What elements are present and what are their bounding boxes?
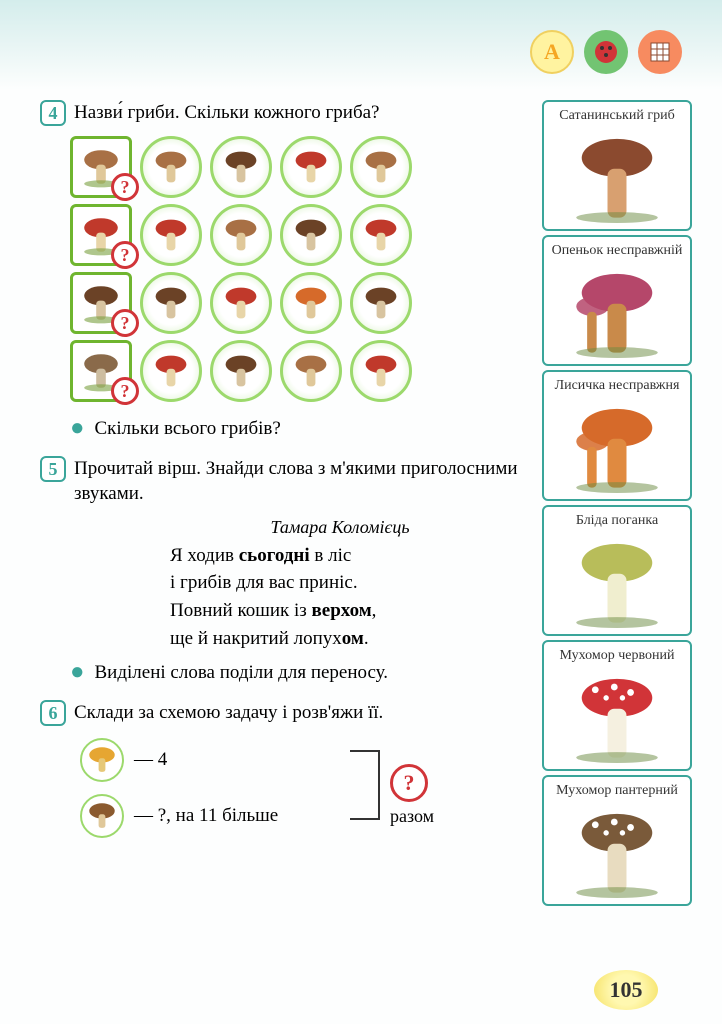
side-label-1: Опеньок несправжній (548, 243, 686, 259)
grid-cell-3-0 (140, 340, 202, 402)
scheme-v2: — ?, на 11 більше (134, 805, 278, 827)
poem-l1a: Я ходив (170, 545, 239, 566)
side-image-5 (548, 803, 686, 898)
task-6: 6 Склади за схемою задачу і розв'яжи її. (40, 700, 540, 726)
task-number-6: 6 (40, 700, 66, 726)
grid-cell-1-3 (350, 204, 412, 266)
side-label-2: Лисичка несправжня (548, 378, 686, 394)
side-image-3 (548, 533, 686, 628)
scheme-bracket (350, 750, 380, 820)
poem-l3-bold: верхом (312, 600, 372, 621)
poem-l2: і грибів для вас приніс. (170, 569, 540, 597)
poem-l3a: Повний кошик із (170, 600, 312, 621)
q-badge-3: ? (111, 377, 139, 405)
subject-icon-a: A (530, 30, 574, 74)
grid-cell-2-1 (210, 272, 272, 334)
mushroom-grid: ???? (70, 136, 540, 402)
side-image-1 (548, 263, 686, 358)
grid-cell-1-0 (140, 204, 202, 266)
page-number: 105 (594, 970, 658, 1010)
task-number-4: 4 (40, 100, 66, 126)
q-badge-2: ? (111, 309, 139, 337)
grid-cell-1-1 (210, 204, 272, 266)
grid-cell-0-3 (350, 136, 412, 198)
ref-cell-3: ? (70, 340, 132, 402)
poem-l4-bold: ом (342, 628, 364, 649)
poem-l1-bold: сьогодні (239, 545, 310, 566)
grid-row-3: ? (70, 340, 540, 402)
ref-cell-0: ? (70, 136, 132, 198)
side-card-2: Лисичка несправжня (542, 370, 692, 501)
grid-cell-3-2 (280, 340, 342, 402)
poem-l4c: . (364, 628, 369, 649)
side-image-4 (548, 668, 686, 763)
grid-row-2: ? (70, 272, 540, 334)
main-content: 4 Назви́ гриби. Скільки кожного гриба? ?… (40, 100, 540, 848)
grid-cell-0-1 (210, 136, 272, 198)
task-4: 4 Назви́ гриби. Скільки кожного гриба? (40, 100, 540, 126)
bullet-icon: ● (70, 660, 85, 684)
side-image-2 (548, 398, 686, 493)
scheme-mushroom-1 (80, 738, 124, 782)
subject-icon-c (638, 30, 682, 74)
side-label-5: Мухомор пантерний (548, 783, 686, 799)
side-card-1: Опеньок несправжній (542, 235, 692, 366)
bullet-icon: ● (70, 416, 85, 440)
grid-cell-1-2 (280, 204, 342, 266)
side-card-5: Мухомор пантерний (542, 775, 692, 906)
side-card-4: Мухомор червоний (542, 640, 692, 771)
q-badge-1: ? (111, 241, 139, 269)
subject-icon-b (584, 30, 628, 74)
side-card-0: Сатанинський гриб (542, 100, 692, 231)
task-5-sub-text: Виділені слова поділи для переносу. (95, 660, 541, 686)
mushroom-sidebar: Сатанинський гриб Опеньок несправжній Лиси… (542, 100, 692, 906)
grid-cell-3-3 (350, 340, 412, 402)
scheme-mushroom-2 (80, 794, 124, 838)
side-image-0 (548, 128, 686, 223)
poem-l3c: , (372, 600, 377, 621)
ref-cell-2: ? (70, 272, 132, 334)
grid-cell-2-0 (140, 272, 202, 334)
scheme-v1: — 4 (134, 749, 167, 771)
scheme-diagram: — 4 — ?, на 11 більше ? разом (80, 738, 540, 848)
grid-cell-0-0 (140, 136, 202, 198)
task-6-text: Склади за схемою задачу і розв'яжи її. (74, 700, 540, 726)
grid-row-1: ? (70, 204, 540, 266)
side-card-3: Бліда поганка (542, 505, 692, 636)
top-icons: A (530, 30, 682, 74)
side-label-4: Мухомор червоний (548, 648, 686, 664)
grid-row-0: ? (70, 136, 540, 198)
side-label-0: Сатанинський гриб (548, 108, 686, 124)
task-5-text: Прочитай вірш. Знайди слова з м'якими пр… (74, 456, 540, 507)
scheme-razom: разом (390, 806, 434, 827)
task-5: 5 Прочитай вірш. Знайди слова з м'якими … (40, 456, 540, 507)
task-4-sub-text: Скільки всього грибів? (95, 416, 541, 442)
scheme-row-1: — 4 (80, 738, 540, 782)
scheme-row-2: — ?, на 11 більше (80, 794, 540, 838)
task-4-sub: ● Скільки всього грибів? (70, 416, 540, 442)
poem-body: Я ходив сьогодні в ліс і грибів для вас … (170, 542, 540, 652)
scheme-question: ? (390, 764, 428, 802)
poem-l1c: в ліс (310, 545, 352, 566)
grid-cell-0-2 (280, 136, 342, 198)
poem-l4a: ще й накритий лопух (170, 628, 342, 649)
grid-cell-2-2 (280, 272, 342, 334)
side-label-3: Бліда поганка (548, 513, 686, 529)
grid-cell-2-3 (350, 272, 412, 334)
ref-cell-1: ? (70, 204, 132, 266)
grid-cell-3-1 (210, 340, 272, 402)
poem-author: Тамара Коломієць (140, 517, 540, 538)
q-badge-0: ? (111, 173, 139, 201)
task-5-sub: ● Виділені слова поділи для переносу. (70, 660, 540, 686)
task-number-5: 5 (40, 456, 66, 482)
task-4-text: Назви́ гриби. Скільки кожного гриба? (74, 100, 540, 126)
